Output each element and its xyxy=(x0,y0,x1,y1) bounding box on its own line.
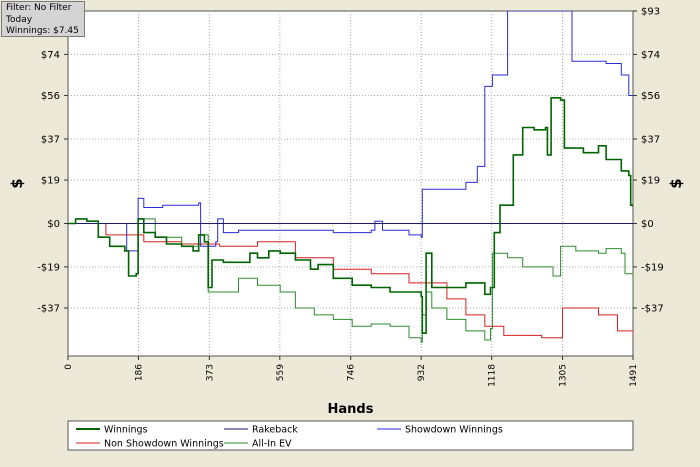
y-tick-label-left: -$19 xyxy=(37,262,60,273)
y-tick-label-right: $19 xyxy=(641,176,660,187)
y-tick-label-right: $56 xyxy=(641,91,660,102)
y-tick-label-right: -$37 xyxy=(641,304,664,315)
winnings-text: Winnings: $7.45 xyxy=(6,26,79,36)
y-tick-label-right: $93 xyxy=(641,7,660,18)
x-tick-label: 559 xyxy=(276,364,286,381)
y-tick-label-left: $74 xyxy=(41,50,60,61)
info-box: Filter: No Filter Today Winnings: $7.45 xyxy=(1,1,85,37)
x-tick-label: 932 xyxy=(417,364,427,381)
legend-box xyxy=(67,420,634,451)
y-tick-label-right: -$19 xyxy=(641,262,664,273)
y-axis-title-right: $ xyxy=(667,178,685,188)
period-text: Today xyxy=(6,14,33,25)
y-tick-label-right: $37 xyxy=(641,134,660,145)
legend-label: Winnings xyxy=(104,425,148,436)
filter-text: Filter: No Filter xyxy=(6,3,72,13)
y-tick-label-left: $37 xyxy=(41,134,60,145)
y-tick-label-left: -$37 xyxy=(37,304,60,315)
series-line-winnings xyxy=(68,97,633,334)
x-tick-label: 1305 xyxy=(559,364,569,387)
legend-label: Showdown Winnings xyxy=(405,425,503,436)
x-axis-title: Hands xyxy=(328,402,374,417)
x-tick-label: 0 xyxy=(64,364,74,370)
y-axis-title-left: $ xyxy=(8,178,26,188)
x-tick-label: 373 xyxy=(205,364,215,381)
legend-label: Rakeback xyxy=(252,425,298,436)
x-tick-label: 1118 xyxy=(488,364,498,387)
legend-label: All-In EV xyxy=(252,439,292,450)
x-tick-label: 1491 xyxy=(629,364,639,387)
y-tick-label-right: $74 xyxy=(641,50,660,61)
x-tick-label: 746 xyxy=(347,364,357,381)
y-tick-label-left: $0 xyxy=(47,219,60,230)
y-tick-label-left: $19 xyxy=(41,176,60,187)
y-tick-label-right: $0 xyxy=(641,219,654,230)
y-tick-label-left: $56 xyxy=(41,91,60,102)
series-line-all-in-ev xyxy=(68,218,633,343)
legend-label: Non Showdown Winnings xyxy=(104,439,224,450)
x-tick-label: 186 xyxy=(134,364,144,381)
series-line-showdown-winnings xyxy=(68,11,633,252)
